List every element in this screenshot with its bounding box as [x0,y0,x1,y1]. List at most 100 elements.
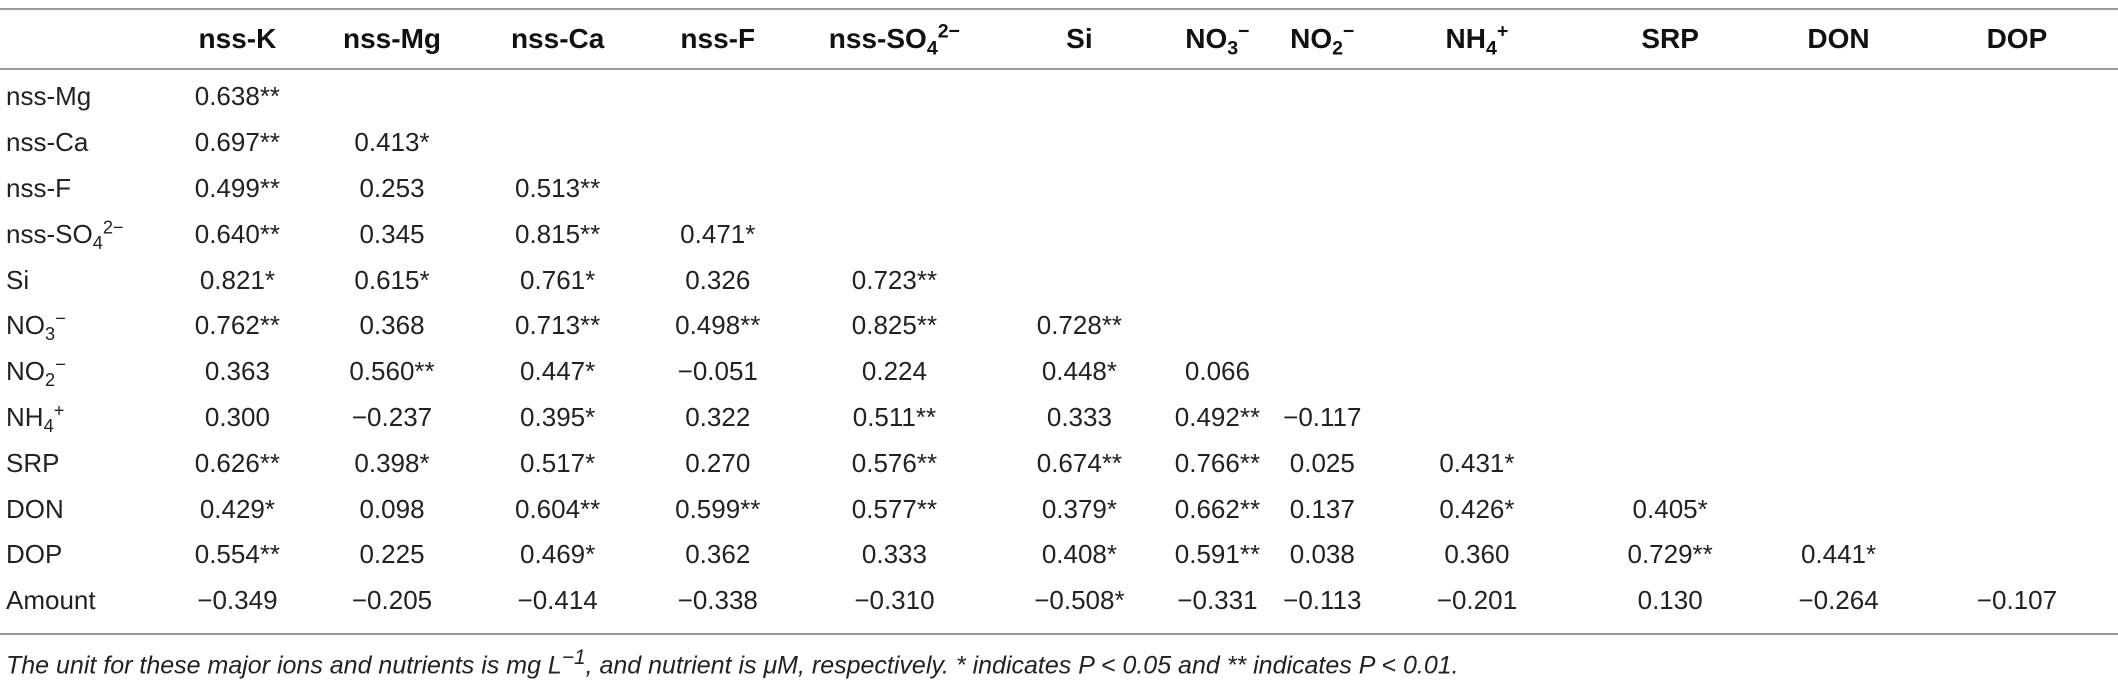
correlation-cell: 0.066 [1184,356,1250,387]
label-base: nss-F [6,172,71,203]
correlation-cell: 0.224 [861,356,927,387]
table-row: DOP 0.554** 0.225 0.469* 0.362 0.333 0.408* 0.5… [0,532,2118,578]
correlation-cell: 0.591** [1174,539,1261,570]
correlation-cell: 0.815** [514,218,601,249]
column-header: nss-SO42− [795,10,994,68]
label-base: nss-K [198,23,277,54]
label-subscript: 4 [1485,37,1497,60]
correlation-cell: −0.237 [351,401,433,432]
correlation-cell: −0.264 [1798,585,1879,616]
label-base: NO [6,310,45,341]
empty-cell [1579,211,1761,257]
row-label: NH4+ [0,395,166,441]
table-row: NO3− 0.762** 0.368 0.713** 0.498** 0.825** 0.7… [0,303,2118,349]
empty-cell [1375,257,1579,303]
empty-cell [1375,211,1579,257]
correlation-cell: 0.697** [194,127,281,158]
correlation-cell: 0.471* [680,218,756,249]
correlation-cell: −0.414 [517,585,598,616]
label-subscript: 4 [43,416,54,437]
footnote-part1: The unit for these major ions and nutrie… [6,651,562,680]
correlation-cell: 0.761* [520,264,596,295]
empty-cell [1916,257,2118,303]
column-header: nss-Ca [475,10,641,68]
label-base: nss-Mg [6,81,92,112]
empty-cell [640,166,795,212]
empty-cell [1916,303,2118,349]
empty-cell [1165,303,1270,349]
empty-cell [1761,120,1916,166]
empty-cell [795,120,994,166]
label-base: Si [1066,23,1093,54]
table-row: Amount −0.349 −0.205 −0.414 −0.338 −0.310 −0.5… [0,578,2118,624]
correlation-cell: 0.225 [359,539,425,570]
correlation-cell: 0.511** [852,401,937,432]
correlation-cell: 0.604** [514,493,601,524]
correlation-cell: −0.117 [1283,401,1362,432]
footnote-unit-exponent: −1 [561,646,586,669]
empty-cell [1270,349,1375,395]
correlation-cell: 0.363 [204,356,270,387]
empty-cell [1375,166,1579,212]
correlation-cell: 0.825** [851,310,938,341]
correlation-cell: 0.429* [199,493,275,524]
label-subscript: 3 [1227,37,1239,60]
correlation-cell: 0.379* [1041,493,1117,524]
correlation-cell: 0.137 [1289,493,1355,524]
correlation-cell: 0.413* [354,127,430,158]
empty-cell [1165,257,1270,303]
correlation-cell: 0.405* [1632,493,1708,524]
label-base: NO [6,356,45,387]
empty-cell [1375,68,1579,120]
empty-cell [1916,486,2118,532]
correlation-cell: 0.447* [520,356,596,387]
empty-cell [1579,440,1761,486]
empty-cell [1916,68,2118,120]
table-row: Si 0.821* 0.615* 0.761* 0.326 0.723** [0,257,2118,303]
empty-cell [1916,395,2118,441]
correlation-cell: 0.270 [685,447,751,478]
empty-cell [1270,166,1375,212]
table-row: nss-SO42− 0.640** 0.345 0.815** 0.471* [0,211,2118,257]
empty-cell [795,211,994,257]
empty-cell [1375,303,1579,349]
correlation-cell: 0.368 [359,310,425,341]
correlation-cell: −0.113 [1283,585,1362,616]
correlation-cell: 0.513** [514,172,601,203]
correlation-cell: 0.333 [861,539,927,570]
empty-cell [1270,303,1375,349]
label-superscript: − [55,308,66,329]
row-label: DOP [0,532,166,578]
empty-cell [1579,166,1761,212]
correlation-cell: 0.426* [1439,493,1515,524]
correlation-cell: 0.498** [675,310,761,341]
empty-cell [640,68,795,120]
empty-cell [1761,68,1916,120]
correlation-cell: 0.025 [1289,447,1355,478]
table-row: DON 0.429* 0.098 0.604** 0.599** 0.577** 0.379… [0,486,2118,532]
correlation-cell: 0.253 [359,172,425,203]
empty-cell [994,257,1165,303]
empty-cell [1916,211,2118,257]
empty-cell [994,120,1165,166]
label-subscript: 2 [45,370,56,391]
column-header: nss-K [166,10,310,68]
column-header: NO2− [1270,10,1375,68]
empty-cell [1916,440,2118,486]
column-header: nss-Mg [309,10,475,68]
correlation-cell: 0.615* [354,264,430,295]
empty-cell [1761,395,1916,441]
column-header: NH4+ [1375,10,1579,68]
empty-cell [1761,486,1916,532]
empty-cell [1761,257,1916,303]
label-base: nss-Ca [510,23,605,54]
correlation-cell: 0.038 [1289,539,1355,570]
table-footnote: The unit for these major ions and nutrie… [6,646,1459,680]
correlation-cell: −0.107 [1976,585,2058,616]
correlation-cell: −0.338 [677,585,758,616]
empty-cell [1375,120,1579,166]
table-bottom-rule [0,633,2118,635]
label-base: NO [1185,23,1228,54]
label-base: SRP [6,447,60,478]
correlation-cell: 0.408* [1041,539,1117,570]
